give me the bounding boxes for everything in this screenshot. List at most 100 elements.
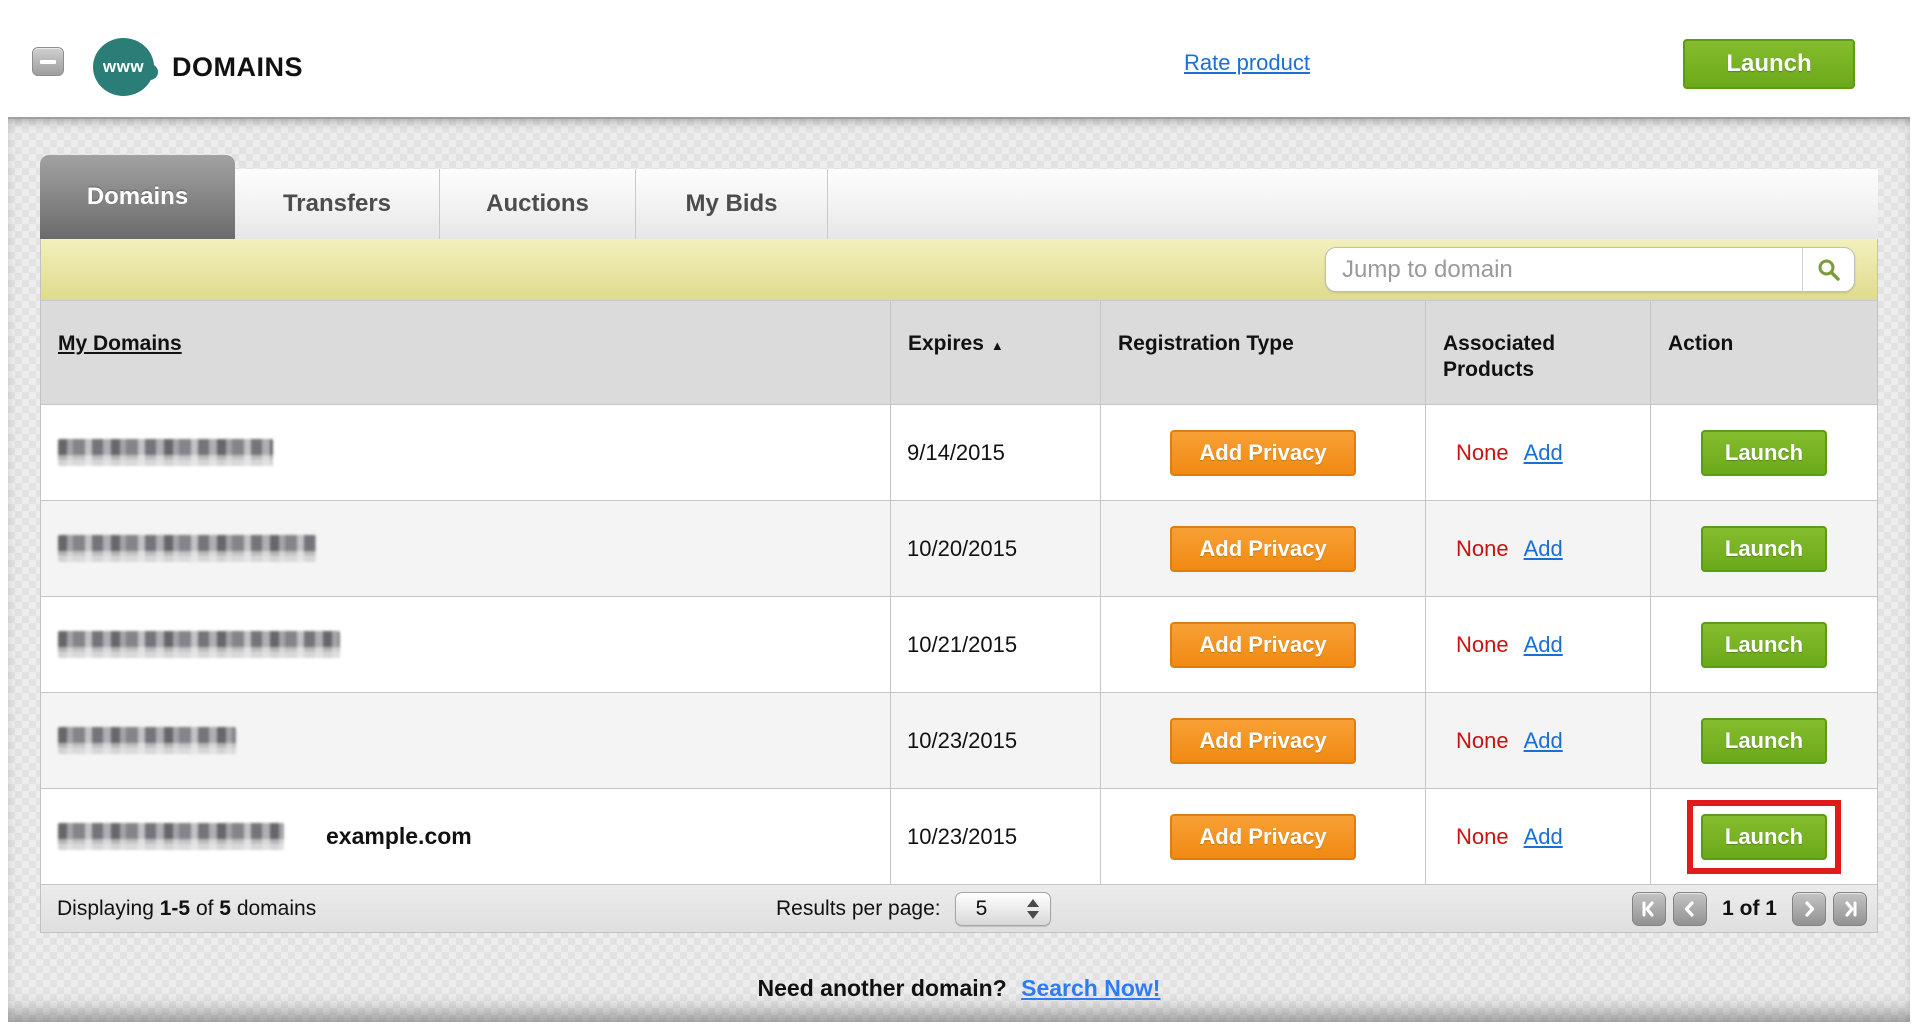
expires-cell: 10/23/2015: [891, 693, 1101, 788]
add-product-link[interactable]: Add: [1523, 823, 1563, 849]
registration-type-cell: Add Privacy: [1101, 597, 1426, 692]
expires-date: 10/20/2015: [907, 535, 1018, 561]
expires-cell: 10/23/2015: [891, 789, 1101, 884]
next-page-icon: [1805, 900, 1815, 917]
table-row: 10/20/2015 Add Privacy None Add Launch: [41, 501, 1877, 597]
launch-button-row[interactable]: Launch: [1701, 621, 1827, 668]
column-header-expires[interactable]: Expires ▲: [891, 301, 1101, 404]
search-box: [1325, 247, 1855, 292]
registration-type-cell: Add Privacy: [1101, 693, 1426, 788]
need-domain-prompt: Need another domain? Search Now!: [40, 975, 1878, 1002]
redacted-domain-name: [58, 439, 273, 466]
next-page-button[interactable]: [1792, 891, 1826, 926]
results-per-page-value: 5: [975, 896, 988, 920]
domain-cell: [41, 597, 891, 692]
tab-bar-filler: [828, 169, 1878, 239]
launch-highlight-box: Launch: [1687, 416, 1841, 490]
add-privacy-button[interactable]: Add Privacy: [1170, 813, 1356, 860]
add-product-link[interactable]: Add: [1523, 535, 1563, 561]
search-now-link[interactable]: Search Now!: [1021, 975, 1161, 1001]
results-per-page-select[interactable]: 5: [954, 891, 1051, 926]
last-page-button[interactable]: [1833, 891, 1867, 926]
column-header-my-domains[interactable]: My Domains: [41, 301, 891, 404]
registration-type-cell: Add Privacy: [1101, 789, 1426, 884]
associated-products-cell: None Add: [1426, 405, 1651, 500]
pagination: 1 of 1: [1632, 891, 1867, 926]
tab-my-bids[interactable]: My Bids: [636, 169, 828, 239]
minus-icon: [40, 60, 56, 64]
column-header-associated-products: Associated Products: [1426, 301, 1651, 404]
column-header-registration-type: Registration Type: [1101, 301, 1426, 404]
launch-button-row[interactable]: Launch: [1701, 429, 1827, 476]
search-bar: [41, 239, 1877, 301]
expires-date: 10/21/2015: [907, 631, 1018, 657]
prev-page-icon: [1685, 900, 1694, 917]
table-row: 10/23/2015 Add Privacy None Add Launch: [41, 693, 1877, 789]
page-title: DOMAINS: [172, 52, 303, 82]
magnifier-icon: [1818, 259, 1840, 281]
rate-product-link[interactable]: Rate product: [1184, 50, 1310, 75]
result-total: 5: [219, 896, 231, 920]
redacted-domain-name: [58, 535, 316, 562]
tab-auctions[interactable]: Auctions: [440, 169, 636, 239]
displaying-status: Displaying 1-5 of 5 domains: [57, 896, 317, 920]
expires-date: 10/23/2015: [907, 727, 1018, 753]
content-background: Domains Transfers Auctions My Bids: [8, 117, 1910, 1022]
add-product-link[interactable]: Add: [1523, 631, 1563, 657]
prev-page-button[interactable]: [1673, 891, 1708, 926]
registration-type-cell: Add Privacy: [1101, 501, 1426, 596]
launch-button-row[interactable]: Launch: [1701, 717, 1827, 764]
add-privacy-button[interactable]: Add Privacy: [1170, 525, 1356, 572]
expires-cell: 10/20/2015: [891, 501, 1101, 596]
sort-asc-icon: ▲: [990, 338, 1004, 353]
table-row: 9/14/2015 Add Privacy None Add Launch: [41, 405, 1877, 501]
action-cell: Launch: [1651, 501, 1877, 596]
redacted-domain-name: [58, 631, 340, 658]
domain-cell: [41, 693, 891, 788]
add-privacy-button[interactable]: Add Privacy: [1170, 429, 1356, 476]
need-domain-text: Need another domain?: [757, 975, 1007, 1001]
tab-transfers[interactable]: Transfers: [235, 169, 440, 239]
jump-to-domain-input[interactable]: [1326, 248, 1802, 291]
associated-products-value: None: [1456, 631, 1509, 657]
search-button[interactable]: [1802, 248, 1854, 291]
result-range: 1-5: [159, 896, 191, 920]
column-header-action: Action: [1668, 332, 1734, 355]
action-cell: Launch: [1651, 405, 1877, 500]
domain-cell: example.com: [41, 789, 891, 884]
action-cell: Launch: [1651, 597, 1877, 692]
collapse-button[interactable]: [32, 47, 64, 76]
app-header: www DOMAINS Rate product Launch: [0, 0, 1918, 117]
action-cell: Launch: [1651, 789, 1877, 884]
add-product-link[interactable]: Add: [1523, 727, 1563, 753]
page-status: 1 of 1: [1722, 896, 1777, 920]
domains-panel: Domains Transfers Auctions My Bids: [40, 155, 1878, 1002]
expires-cell: 9/14/2015: [891, 405, 1101, 500]
launch-highlight-box: Launch: [1687, 799, 1841, 874]
table-body: 9/14/2015 Add Privacy None Add Launch 10…: [41, 405, 1877, 885]
add-privacy-button[interactable]: Add Privacy: [1170, 621, 1356, 668]
www-globe-icon: www: [93, 38, 158, 96]
redacted-domain-name: [58, 727, 236, 754]
associated-products-cell: None Add: [1426, 597, 1651, 692]
action-cell: Launch: [1651, 693, 1877, 788]
associated-products-cell: None Add: [1426, 789, 1651, 884]
table-header-row: My Domains Expires ▲ Registration Type As…: [41, 301, 1877, 405]
table-footer: Displaying 1-5 of 5 domains Results per …: [41, 885, 1877, 932]
add-privacy-button[interactable]: Add Privacy: [1170, 717, 1356, 764]
associated-products-value: None: [1456, 823, 1509, 849]
launch-button-header[interactable]: Launch: [1683, 39, 1855, 89]
domains-table-container: My Domains Expires▲ Registration Type As…: [40, 239, 1878, 933]
domain-annotation: example.com: [326, 823, 472, 849]
domain-cell: [41, 405, 891, 500]
www-badge-label: www: [102, 57, 145, 76]
tab-domains[interactable]: Domains: [40, 155, 235, 239]
first-page-button[interactable]: [1632, 891, 1667, 926]
launch-button-row[interactable]: Launch: [1701, 525, 1827, 572]
associated-products-value: None: [1456, 727, 1509, 753]
launch-highlight-box: Launch: [1687, 608, 1841, 682]
add-product-link[interactable]: Add: [1523, 439, 1563, 465]
launch-highlight-box: Launch: [1687, 512, 1841, 586]
up-down-arrows-icon: [1026, 898, 1039, 919]
launch-button-row[interactable]: Launch: [1701, 813, 1827, 860]
